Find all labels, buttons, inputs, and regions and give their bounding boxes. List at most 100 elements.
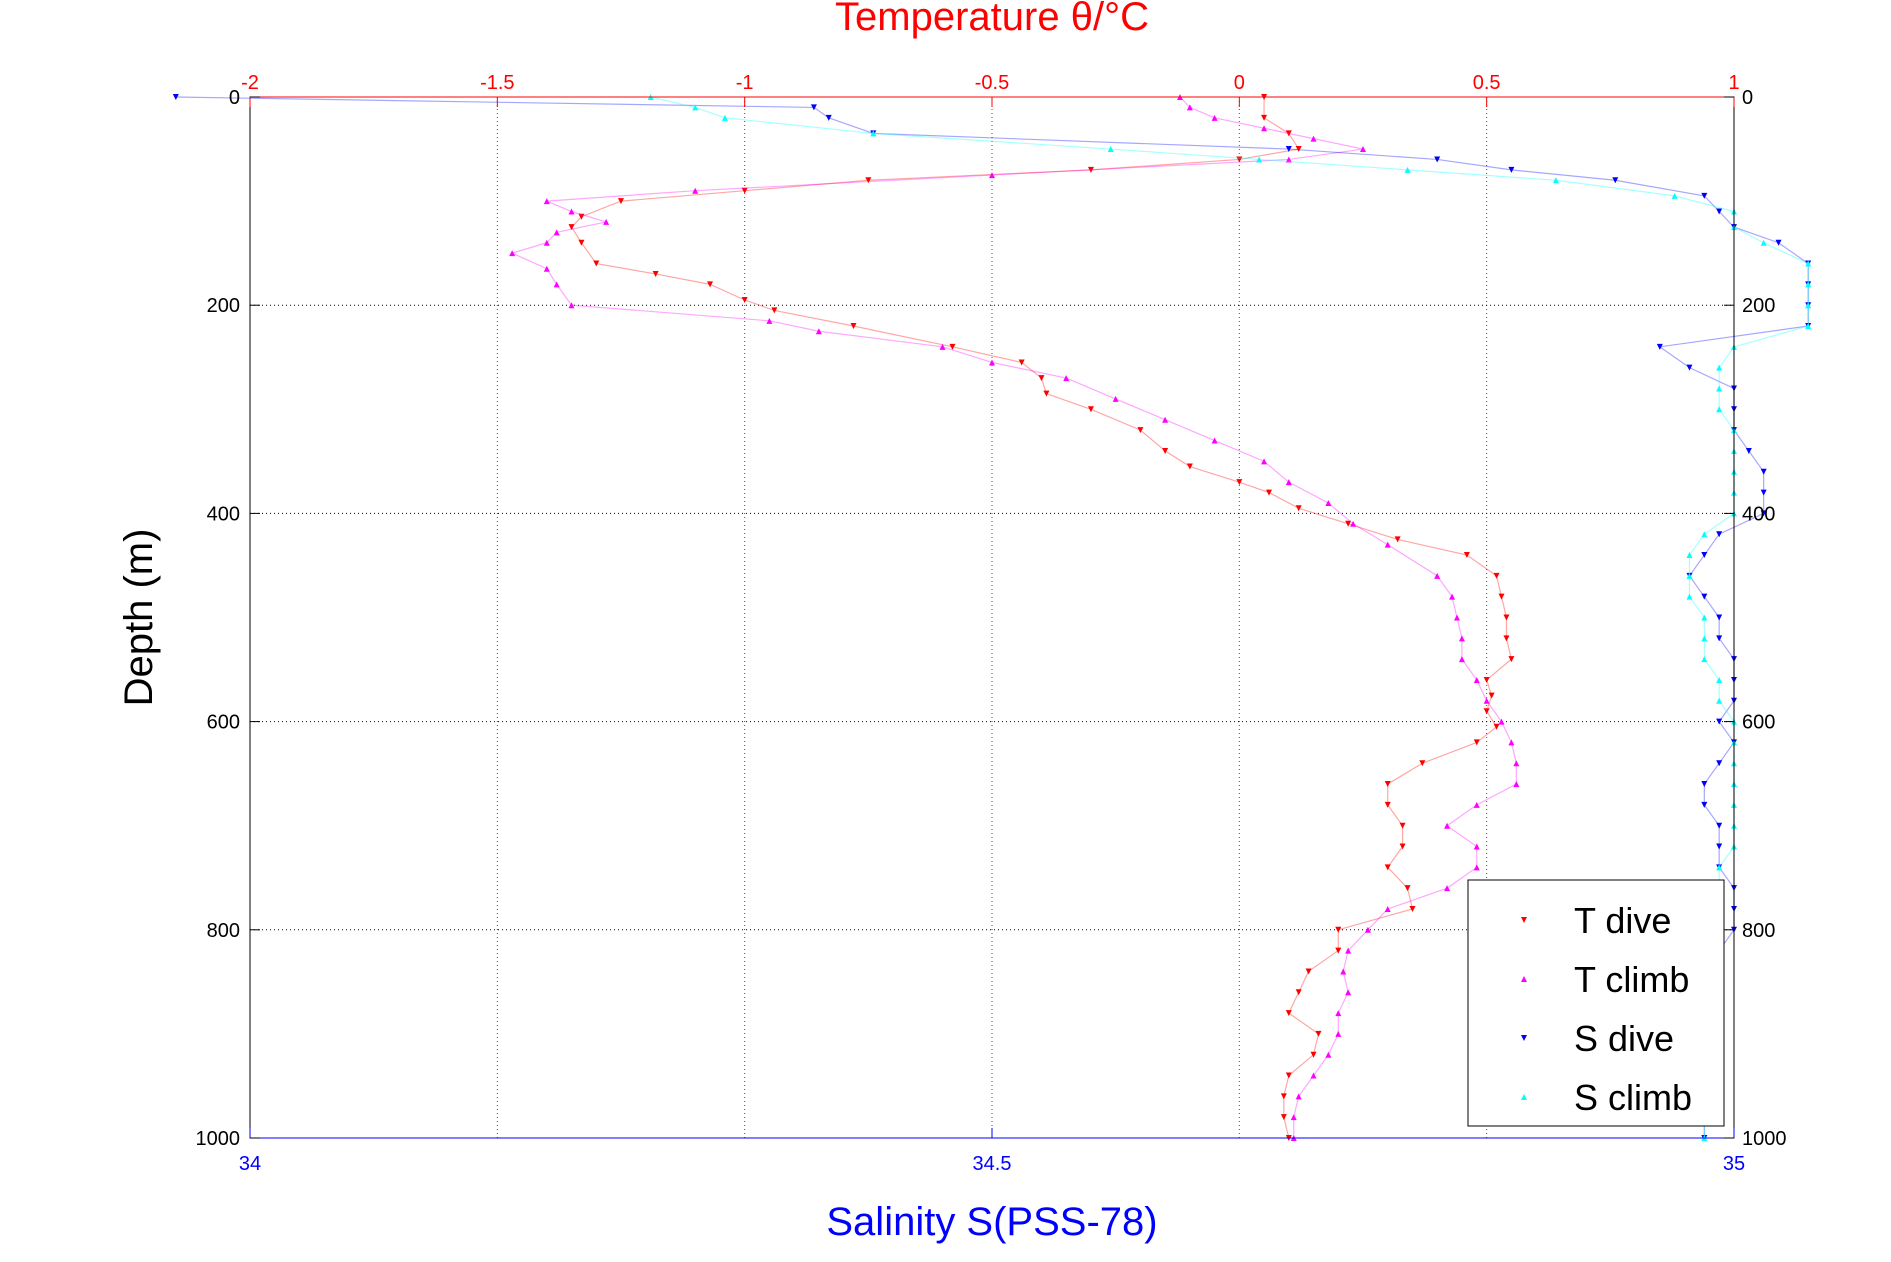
data-point [1280,1093,1287,1100]
data-point [1686,593,1693,600]
depth-tick-label: 0 [229,87,240,109]
data-point [1483,676,1490,683]
data-point [1701,801,1708,808]
depth-tick-label-right: 800 [1742,920,1775,942]
data-point [1686,364,1693,371]
data-point [1444,885,1451,892]
data-point [949,343,956,350]
data-point [1285,156,1292,163]
data-point [1458,635,1465,642]
data-point [1335,926,1342,933]
depth-tick-label-right: 200 [1742,295,1775,317]
data-point [1513,760,1520,767]
data-point [1434,572,1441,579]
data-point [1716,864,1723,871]
data-point [1473,801,1480,808]
data-point [1508,739,1515,746]
data-point [989,172,995,179]
data-point [1360,146,1366,153]
data-point [652,270,659,277]
data-point [870,130,877,137]
data-point [1335,947,1342,954]
data-point [1775,239,1782,246]
data-point [1671,192,1678,199]
data-point [1701,635,1708,642]
data-point [1716,406,1723,413]
data-point [1087,166,1094,173]
data-point [1503,614,1510,621]
data-point [543,198,550,205]
data-point [1701,531,1708,538]
data-point [989,359,995,366]
data-point [1493,572,1500,579]
data-point [1701,552,1708,559]
data-point [1716,676,1723,683]
legend-label: T dive [1574,900,1671,941]
series-t-dive [568,94,1515,1141]
tick-labels: -2 -1.5 -1 -0.5 0 0.5 1 34 34.5 35 0 0 200 200 400 400 6… [196,72,1787,1175]
data-point [1488,692,1495,699]
data-point [1295,505,1302,512]
data-point [1310,1072,1317,1079]
data-point [1280,1114,1287,1121]
data-point [810,104,817,111]
data-point [1305,968,1312,975]
legend-marker [1521,1094,1527,1100]
data-point [825,114,832,121]
data-point [1038,375,1045,382]
data-point [1503,635,1510,642]
data-point [1018,359,1025,366]
data-point [1340,968,1347,975]
data-point [1295,146,1302,153]
temperature-tick-label: 0.5 [1473,72,1501,94]
data-point [1186,463,1193,470]
legend-label: S climb [1574,1077,1692,1118]
data-point [1261,125,1268,132]
data-point [1716,364,1723,371]
x-axis-title: Salinity S(PSS-78) [826,1200,1157,1244]
data-point [1345,947,1352,954]
data-point [1285,130,1292,137]
depth-tick-label: 800 [207,920,240,942]
data-point [1384,781,1391,788]
salinity-tick-label: 34.5 [973,1153,1012,1175]
data-point [1295,1093,1302,1100]
data-point [1716,718,1723,725]
data-point [1716,614,1723,621]
series-t-climb [509,94,1520,1141]
data-point [1473,843,1480,850]
data-point [939,343,946,350]
data-point [1285,479,1292,486]
data-point [1087,406,1094,413]
data-point [1760,468,1767,475]
data-point [1112,395,1119,402]
legend-box [1467,879,1725,1127]
data-point [1285,1072,1292,1079]
data-point [1285,1010,1292,1017]
data-point [1186,104,1193,111]
data-point [1364,926,1371,933]
data-point [1483,708,1490,715]
depth-tick-label: 600 [207,712,240,734]
data-point [1805,302,1812,309]
data-point [553,229,560,236]
data-point [1701,656,1708,663]
data-point [553,281,560,288]
data-point [1745,447,1752,454]
data-point [1686,572,1693,579]
data-point [1315,1030,1322,1037]
data-point [618,198,624,205]
data-point [1805,281,1812,288]
data-point [1162,447,1169,454]
data-point [1043,390,1050,397]
data-point [1656,343,1663,350]
data-point [1325,1051,1332,1058]
data-point [1552,177,1559,184]
legend-label: T climb [1574,959,1689,1000]
legend-marker [1521,976,1527,982]
data-point [741,187,748,194]
legend-label: S dive [1574,1018,1674,1059]
data-point [1290,1114,1297,1121]
data-point [1345,989,1352,996]
